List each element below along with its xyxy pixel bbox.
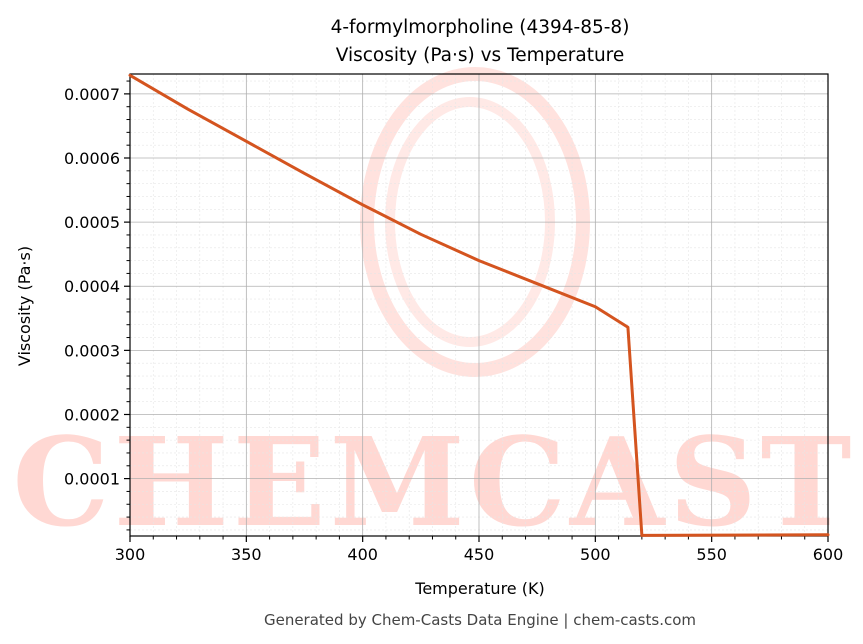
x-tick-label: 550 [696, 545, 727, 564]
y-tick-label: 0.0004 [64, 277, 120, 296]
footer-credit: Generated by Chem-Casts Data Engine | ch… [264, 611, 696, 629]
x-tick-labels: 300 350 400 450 500 550 600 [115, 545, 844, 564]
series-line-viscosity [128, 73, 830, 537]
major-grid [130, 74, 828, 536]
watermark-text: CHEMCASTS [12, 410, 863, 554]
x-tick-label: 450 [464, 545, 495, 564]
y-tick-labels: 0.0001 0.0002 0.0003 0.0004 0.0005 0.0006 0.00… [64, 85, 120, 489]
y-tick-label: 0.0003 [64, 341, 120, 360]
y-axis-label: Viscosity (Pa·s) [15, 246, 34, 366]
series-layer [128, 73, 830, 537]
y-tick-label: 0.0005 [64, 213, 120, 232]
y-tick-label: 0.0007 [64, 85, 120, 104]
x-tick-label: 400 [347, 545, 378, 564]
axis-ticks [124, 80, 829, 542]
x-tick-label: 300 [115, 545, 146, 564]
x-tick-label: 600 [813, 545, 844, 564]
y-tick-label: 0.0002 [64, 405, 120, 424]
x-tick-label: 350 [231, 545, 262, 564]
y-tick-label: 0.0001 [64, 470, 120, 489]
chart-subtitle: Viscosity (Pa·s) vs Temperature [336, 45, 625, 66]
chart-title: 4-formylmorpholine (4394-85-8) [331, 17, 630, 38]
x-tick-label: 500 [580, 545, 611, 564]
y-tick-label: 0.0006 [64, 149, 120, 168]
x-axis-label: Temperature (K) [414, 579, 544, 598]
